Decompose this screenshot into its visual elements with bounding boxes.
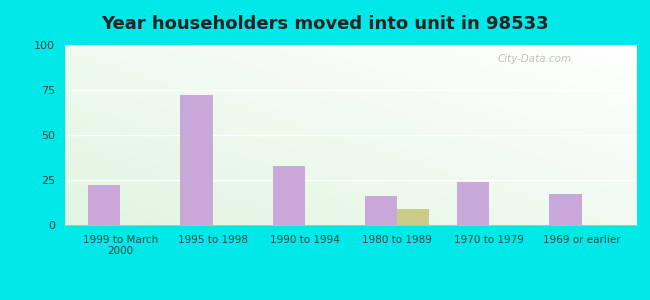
Bar bbox=[180, 95, 213, 225]
Bar bbox=[88, 185, 120, 225]
Bar bbox=[272, 166, 305, 225]
Bar bbox=[397, 209, 430, 225]
Bar bbox=[365, 196, 397, 225]
Bar bbox=[457, 182, 489, 225]
Bar bbox=[549, 194, 582, 225]
Text: Year householders moved into unit in 98533: Year householders moved into unit in 985… bbox=[101, 15, 549, 33]
Text: City-Data.com: City-Data.com bbox=[498, 54, 572, 64]
